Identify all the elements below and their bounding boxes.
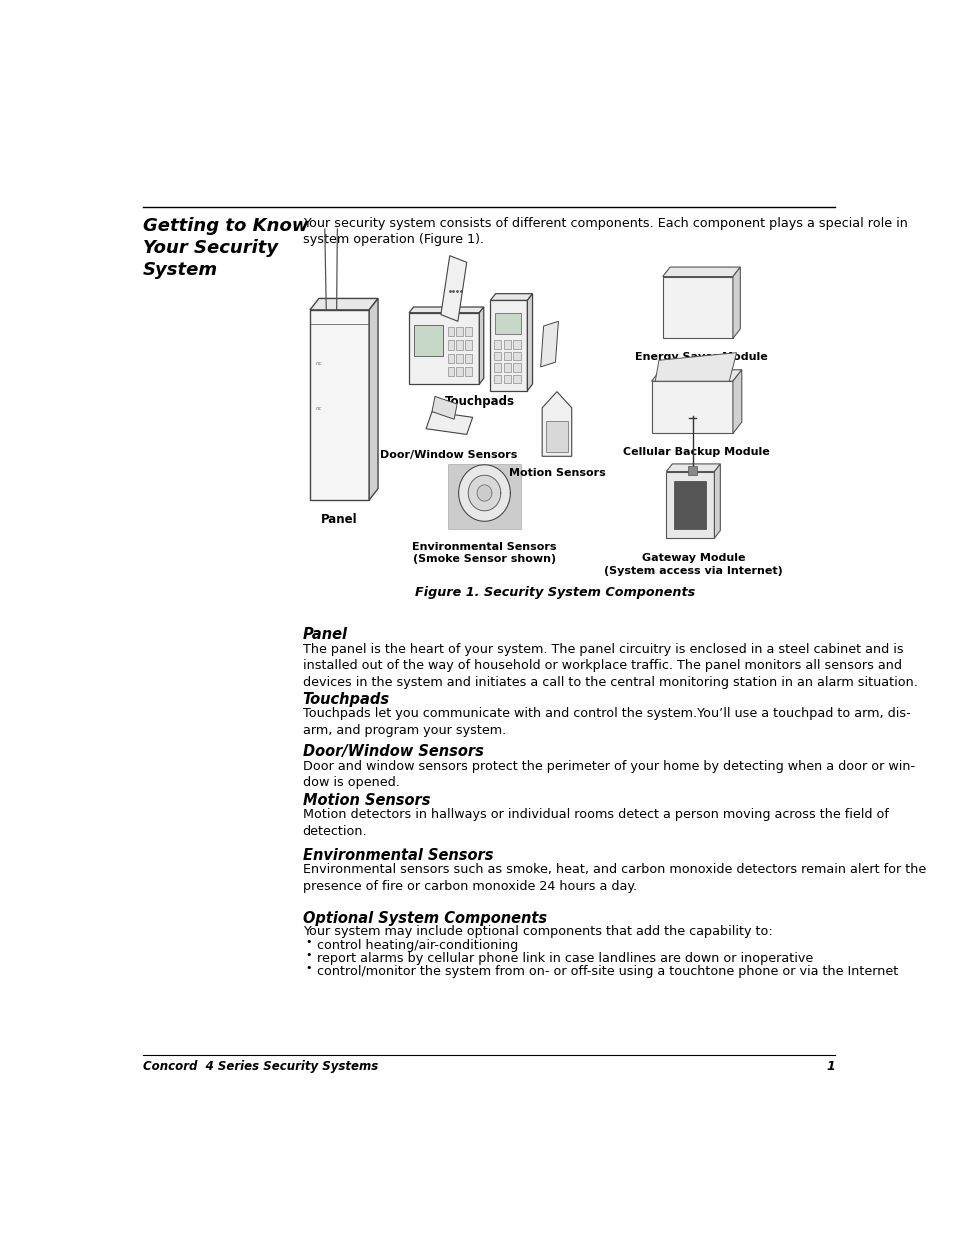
Text: •: • bbox=[305, 950, 312, 960]
Text: The panel is the heart of your system. The panel circuitry is enclosed in a stee: The panel is the heart of your system. T… bbox=[302, 642, 917, 689]
Polygon shape bbox=[714, 464, 720, 538]
Polygon shape bbox=[447, 327, 454, 336]
Text: Touchpads let you communicate with and control the system.You’ll use a touchpad : Touchpads let you communicate with and c… bbox=[302, 708, 909, 737]
Polygon shape bbox=[369, 299, 377, 500]
Polygon shape bbox=[513, 363, 520, 372]
Text: Door/Window Sensors: Door/Window Sensors bbox=[379, 450, 517, 459]
Polygon shape bbox=[545, 421, 567, 452]
Text: Motion Sensors: Motion Sensors bbox=[508, 468, 605, 478]
Polygon shape bbox=[465, 341, 472, 350]
Polygon shape bbox=[513, 374, 520, 383]
Text: 1: 1 bbox=[825, 1061, 834, 1073]
Polygon shape bbox=[447, 341, 454, 350]
Text: Figure 1. Security System Components: Figure 1. Security System Components bbox=[415, 585, 695, 599]
Text: Environmental Sensors
(Smoke Sensor shown): Environmental Sensors (Smoke Sensor show… bbox=[412, 542, 557, 564]
Polygon shape bbox=[447, 353, 454, 363]
Polygon shape bbox=[310, 299, 377, 310]
Polygon shape bbox=[490, 294, 532, 300]
FancyBboxPatch shape bbox=[447, 464, 521, 529]
Text: Touchpads: Touchpads bbox=[445, 395, 515, 409]
Polygon shape bbox=[476, 485, 492, 501]
Polygon shape bbox=[503, 341, 511, 348]
Polygon shape bbox=[456, 341, 462, 350]
Polygon shape bbox=[426, 411, 472, 435]
Text: •: • bbox=[305, 963, 312, 973]
Polygon shape bbox=[456, 353, 462, 363]
Text: Panel: Panel bbox=[321, 514, 357, 526]
Polygon shape bbox=[432, 396, 456, 419]
Text: report alarms by cellular phone link in case landlines are down or inoperative: report alarms by cellular phone link in … bbox=[317, 952, 813, 965]
Polygon shape bbox=[494, 363, 501, 372]
Polygon shape bbox=[651, 382, 732, 433]
Text: control heating/air-conditioning: control heating/air-conditioning bbox=[317, 940, 518, 952]
Text: Panel: Panel bbox=[302, 626, 347, 641]
Polygon shape bbox=[673, 482, 705, 529]
Text: Your system may include optional components that add the capability to:: Your system may include optional compone… bbox=[302, 925, 772, 939]
Text: Cellular Backup Module: Cellular Backup Module bbox=[622, 447, 769, 457]
Polygon shape bbox=[465, 353, 472, 363]
Polygon shape bbox=[409, 308, 483, 312]
Text: Door/Window Sensors: Door/Window Sensors bbox=[302, 745, 483, 760]
Text: Environmental Sensors: Environmental Sensors bbox=[302, 848, 493, 863]
Text: Getting to Know
Your Security
System: Getting to Know Your Security System bbox=[143, 216, 308, 279]
Polygon shape bbox=[665, 472, 714, 538]
Polygon shape bbox=[495, 312, 521, 333]
Polygon shape bbox=[465, 367, 472, 377]
Text: nc: nc bbox=[315, 361, 322, 366]
Polygon shape bbox=[503, 352, 511, 361]
Text: Your security system consists of different components. Each component plays a sp: Your security system consists of differe… bbox=[302, 216, 906, 246]
Text: •: • bbox=[305, 937, 312, 947]
Polygon shape bbox=[458, 464, 510, 521]
Text: Gateway Module
(System access via Internet): Gateway Module (System access via Intern… bbox=[603, 553, 781, 576]
Text: Concord  4 Series Security Systems: Concord 4 Series Security Systems bbox=[143, 1061, 377, 1073]
Polygon shape bbox=[513, 341, 520, 348]
Polygon shape bbox=[456, 367, 462, 377]
Polygon shape bbox=[503, 374, 511, 383]
Polygon shape bbox=[503, 363, 511, 372]
Polygon shape bbox=[465, 327, 472, 336]
Text: Touchpads: Touchpads bbox=[302, 692, 390, 708]
Polygon shape bbox=[540, 321, 558, 367]
Polygon shape bbox=[409, 312, 478, 384]
Polygon shape bbox=[447, 367, 454, 377]
Polygon shape bbox=[655, 353, 736, 382]
Polygon shape bbox=[651, 369, 741, 382]
Polygon shape bbox=[662, 277, 732, 338]
Text: Motion detectors in hallways or individual rooms detect a person moving across t: Motion detectors in hallways or individu… bbox=[302, 808, 887, 837]
Polygon shape bbox=[732, 369, 741, 433]
Polygon shape bbox=[490, 300, 527, 390]
Polygon shape bbox=[468, 475, 500, 511]
Text: nc: nc bbox=[315, 406, 322, 411]
Polygon shape bbox=[732, 267, 740, 338]
Polygon shape bbox=[527, 294, 532, 390]
Polygon shape bbox=[494, 374, 501, 383]
Polygon shape bbox=[688, 466, 697, 475]
Text: Energy Saver Module: Energy Saver Module bbox=[635, 352, 767, 362]
Text: control/monitor the system from on- or off-site using a touchtone phone or via t: control/monitor the system from on- or o… bbox=[317, 965, 898, 978]
Text: Environmental sensors such as smoke, heat, and carbon monoxide detectors remain : Environmental sensors such as smoke, hea… bbox=[302, 863, 925, 893]
Text: Motion Sensors: Motion Sensors bbox=[302, 793, 430, 808]
Polygon shape bbox=[662, 267, 740, 277]
Polygon shape bbox=[310, 310, 369, 500]
Polygon shape bbox=[513, 352, 520, 361]
Polygon shape bbox=[456, 327, 462, 336]
Polygon shape bbox=[494, 341, 501, 348]
Text: Optional System Components: Optional System Components bbox=[302, 911, 546, 926]
Polygon shape bbox=[413, 325, 442, 356]
Polygon shape bbox=[665, 464, 720, 472]
Polygon shape bbox=[541, 391, 571, 456]
Polygon shape bbox=[440, 256, 466, 321]
Polygon shape bbox=[494, 352, 501, 361]
Polygon shape bbox=[478, 308, 483, 384]
Text: Door and window sensors protect the perimeter of your home by detecting when a d: Door and window sensors protect the peri… bbox=[302, 760, 914, 789]
